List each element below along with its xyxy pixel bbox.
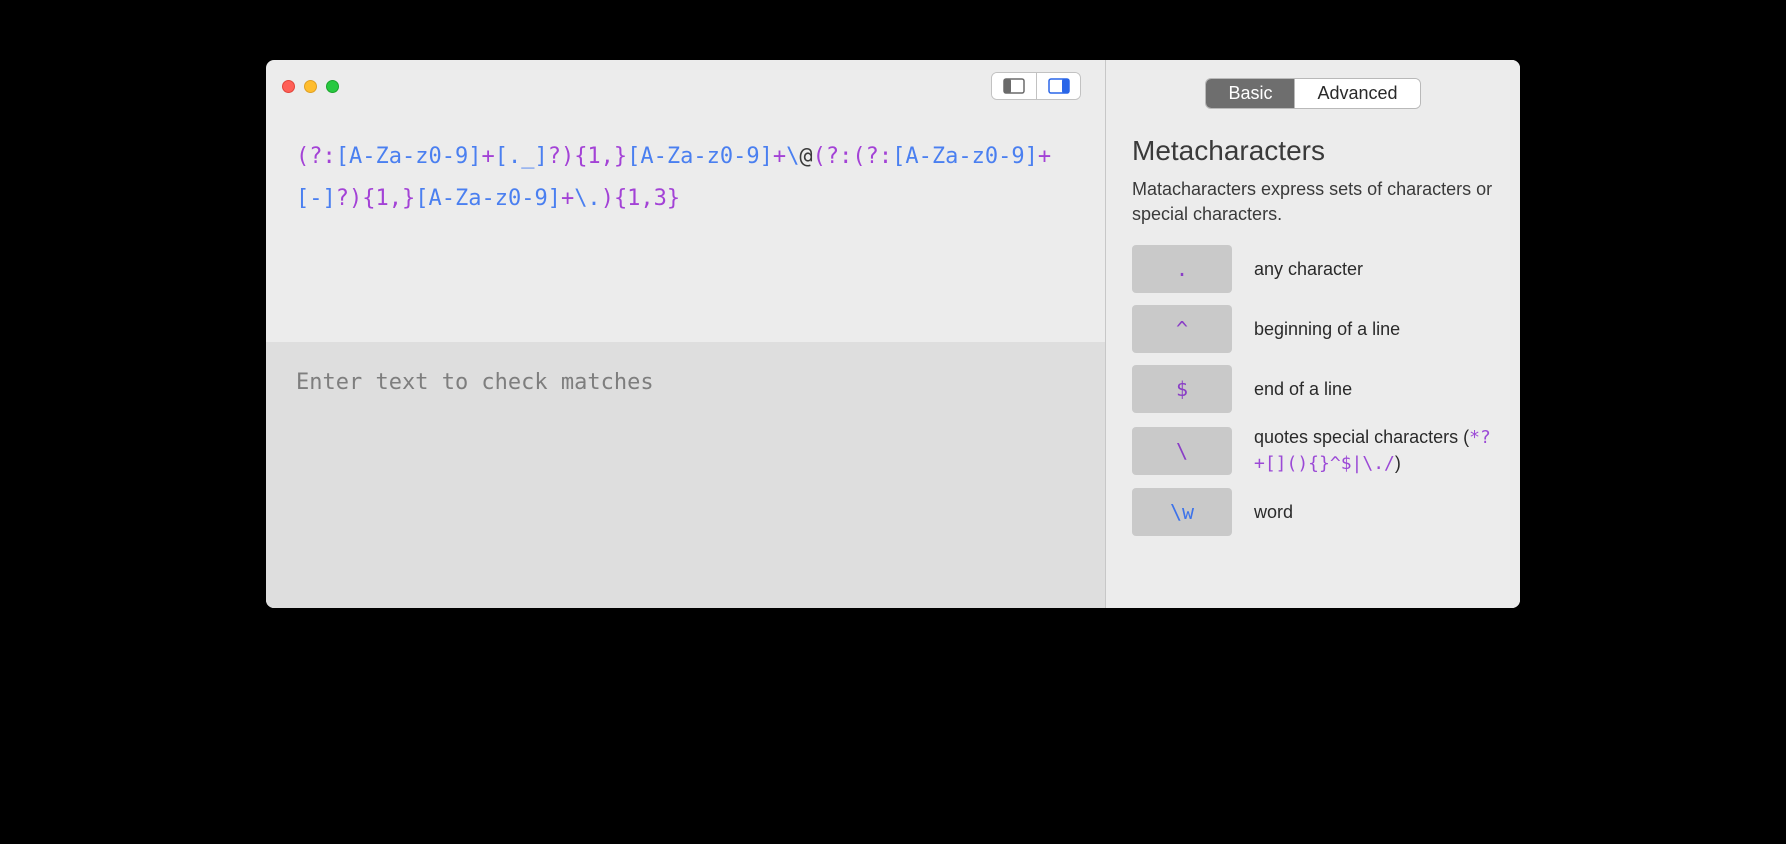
- regex-input[interactable]: (?:[A-Za-z0-9]+[._]?){1,}[A-Za-z0-9]+\@(…: [266, 112, 1105, 342]
- regex-token: @: [799, 144, 812, 169]
- regex-token: [-]: [296, 186, 336, 211]
- close-button[interactable]: [282, 80, 295, 93]
- minimize-button[interactable]: [304, 80, 317, 93]
- metacharacter-key: \: [1132, 427, 1232, 475]
- metacharacter-key: .: [1132, 245, 1232, 293]
- tab-advanced[interactable]: Advanced: [1294, 79, 1419, 108]
- test-placeholder: Enter text to check matches: [296, 370, 654, 395]
- metacharacter-description: quotes special characters (*?+[](){}^$|\…: [1254, 425, 1494, 476]
- regex-token: {1,}: [574, 144, 627, 169]
- right-panel-icon: [1048, 78, 1070, 94]
- metacharacter-description: any character: [1254, 257, 1494, 281]
- regex-token: +: [1038, 144, 1051, 169]
- titlebar: [266, 60, 1105, 112]
- metacharacter-description: word: [1254, 500, 1494, 524]
- regex-token: ): [349, 186, 362, 211]
- metacharacter-key: $: [1132, 365, 1232, 413]
- metacharacter-row[interactable]: \w word: [1132, 488, 1494, 536]
- metacharacter-list: . any character ^ beginning of a line $ end o…: [1132, 245, 1494, 536]
- metacharacter-row[interactable]: $ end of a line: [1132, 365, 1494, 413]
- regex-token: (: [813, 144, 826, 169]
- regex-token: [A-Za-z0-9]: [627, 144, 773, 169]
- right-panel-toggle[interactable]: [1036, 73, 1080, 99]
- tab-basic[interactable]: Basic: [1206, 79, 1294, 108]
- panel-toggle: [991, 72, 1081, 100]
- zoom-button[interactable]: [326, 80, 339, 93]
- regex-token: [A-Za-z0-9]: [892, 144, 1038, 169]
- metacharacter-key: ^: [1132, 305, 1232, 353]
- test-input[interactable]: Enter text to check matches: [266, 342, 1105, 608]
- regex-token: ?:: [826, 144, 853, 169]
- metacharacter-description: end of a line: [1254, 377, 1494, 401]
- section-description: Matacharacters express sets of character…: [1132, 177, 1494, 227]
- regex-token: \: [786, 144, 799, 169]
- regex-token: (: [852, 144, 865, 169]
- regex-token: {1,}: [362, 186, 415, 211]
- left-panel-toggle[interactable]: [992, 73, 1036, 99]
- reference-pane: Basic Advanced Metacharacters Matacharac…: [1106, 60, 1520, 608]
- left-panel-icon: [1003, 78, 1025, 94]
- regex-token: ): [601, 186, 614, 211]
- metacharacter-row[interactable]: . any character: [1132, 245, 1494, 293]
- regex-token: [A-Za-z0-9]: [415, 186, 561, 211]
- regex-token: ?:: [866, 144, 893, 169]
- regex-token: ?: [336, 186, 349, 211]
- regex-token: [A-Za-z0-9]: [336, 144, 482, 169]
- metacharacter-row[interactable]: ^ beginning of a line: [1132, 305, 1494, 353]
- metacharacter-description: beginning of a line: [1254, 317, 1494, 341]
- traffic-lights: [282, 80, 339, 93]
- regex-token: ?: [548, 144, 561, 169]
- app-window: (?:[A-Za-z0-9]+[._]?){1,}[A-Za-z0-9]+\@(…: [266, 60, 1520, 608]
- regex-token: +: [561, 186, 574, 211]
- metacharacter-row[interactable]: \ quotes special characters (*?+[](){}^$|…: [1132, 425, 1494, 476]
- regex-token: [._]: [495, 144, 548, 169]
- regex-token: +: [773, 144, 786, 169]
- metacharacter-key: \w: [1132, 488, 1232, 536]
- regex-token: ?:: [309, 144, 336, 169]
- editor-pane: (?:[A-Za-z0-9]+[._]?){1,}[A-Za-z0-9]+\@(…: [266, 60, 1106, 608]
- section-title: Metacharacters: [1132, 135, 1494, 167]
- regex-token: ): [561, 144, 574, 169]
- regex-token: +: [481, 144, 494, 169]
- regex-token: {1,3}: [614, 186, 680, 211]
- regex-token: \.: [574, 186, 601, 211]
- reference-tabs: Basic Advanced: [1205, 78, 1420, 109]
- regex-token: (: [296, 144, 309, 169]
